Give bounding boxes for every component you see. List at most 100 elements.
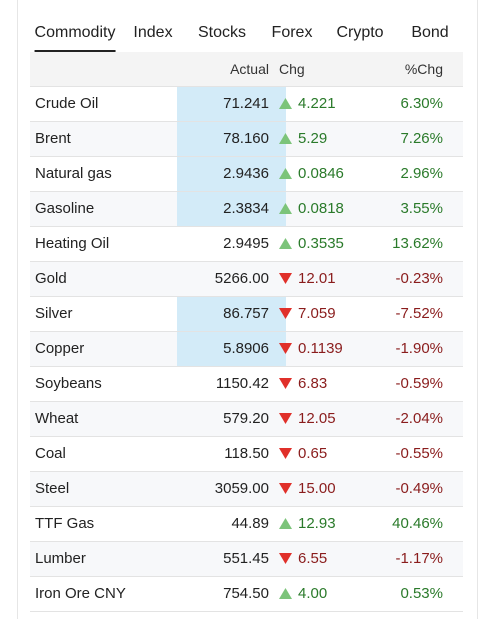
change-cell: 12.93	[274, 507, 336, 541]
change-cell: 0.65	[274, 437, 327, 471]
header-cell: Actual	[230, 61, 269, 77]
change-value: 5.29	[298, 130, 328, 147]
actual-value: 2.9495	[223, 235, 269, 252]
actual-value: 579.20	[223, 410, 269, 427]
commodity-name: Heating Oil	[35, 235, 110, 252]
percent-change: -1.17%	[395, 550, 443, 567]
panel-frame	[17, 0, 478, 619]
arrow-up	[279, 167, 292, 179]
change-value: 4.221	[298, 95, 336, 112]
percent-change: -0.23%	[395, 270, 443, 287]
percent-change: -0.49%	[395, 480, 443, 497]
percent-change: -1.90%	[395, 340, 443, 357]
tab-bar: Commodity Index Stocks Forex Crypto Bond	[0, 0, 483, 52]
table-row: Wheat 579.20 12.05 -2.04%	[30, 402, 463, 437]
commodity-name: Lumber	[35, 550, 86, 567]
arrow-down	[279, 342, 292, 354]
change-cell: 15.00	[274, 472, 336, 506]
change-value: 0.3535	[298, 235, 344, 252]
commodity-name: Copper	[35, 340, 85, 357]
arrow-up	[279, 517, 292, 529]
change-cell: 12.05	[274, 402, 336, 436]
table-row: Coal 118.50 0.65 -0.55%	[30, 437, 463, 472]
commodity-name: Natural gas	[35, 165, 112, 182]
table-row: Copper 5.8906 0.1139 -1.90%	[30, 332, 463, 367]
table-row: Lumber 551.45 6.55 -1.17%	[30, 542, 463, 577]
percent-change: -0.59%	[395, 375, 443, 392]
arrow-up	[279, 97, 292, 109]
commodity-table: Actual Chg %Chg Crude Oil 71.241 4.221 6.30…	[30, 52, 463, 612]
commodity-name: Coal	[35, 445, 66, 462]
percent-change: -0.55%	[395, 445, 443, 462]
change-value: 12.01	[298, 270, 336, 287]
tab[interactable]: Forex	[271, 24, 313, 41]
actual-value: 2.3834	[177, 192, 286, 226]
commodity-name: Silver	[35, 305, 73, 322]
actual-value: 44.89	[231, 515, 269, 532]
table-row: Iron Ore CNY 754.50 4.00 0.53%	[30, 577, 463, 612]
change-value: 12.93	[298, 515, 336, 532]
table-row: Heating Oil 2.9495 0.3535 13.62%	[30, 227, 463, 262]
arrow-down	[279, 447, 292, 459]
change-value: 6.83	[298, 375, 328, 392]
arrow-up	[279, 237, 292, 249]
change-cell: 0.0818	[274, 192, 344, 226]
percent-change: 3.55%	[400, 200, 443, 217]
actual-value: 5.8906	[177, 332, 286, 366]
commodity-name: Wheat	[35, 410, 79, 427]
percent-change: 2.96%	[400, 165, 443, 182]
actual-value: 1150.42	[215, 375, 269, 392]
change-cell: 0.3535	[274, 227, 344, 261]
arrow-up	[279, 132, 292, 144]
actual-value: 118.50	[224, 445, 269, 462]
tab[interactable]: Crypto	[336, 24, 384, 41]
percent-change: -7.52%	[395, 305, 443, 322]
change-value: 6.55	[298, 550, 328, 567]
table-header: Actual Chg %Chg	[30, 52, 463, 87]
commodity-name: Gold	[35, 270, 67, 287]
table-row: Gasoline 2.3834 0.0818 3.55%	[30, 192, 463, 227]
change-cell: 6.55	[274, 542, 327, 576]
table-row: Crude Oil 71.241 4.221 6.30%	[30, 87, 463, 122]
change-cell: 0.0846	[274, 157, 344, 191]
arrow-up	[279, 202, 292, 214]
change-value: 4.00	[298, 585, 328, 602]
commodity-name: Crude Oil	[35, 95, 99, 112]
actual-value: 78.160	[177, 122, 286, 156]
commodity-name: Steel	[35, 480, 70, 497]
change-value: 12.05	[298, 410, 336, 427]
commodity-name: Gasoline	[35, 200, 95, 217]
table-row: Gold 5266.00 12.01 -0.23%	[30, 262, 463, 297]
tab[interactable]: Index	[133, 24, 173, 41]
change-value: 0.0846	[298, 165, 344, 182]
table-row: Brent 78.160 5.29 7.26%	[30, 122, 463, 157]
header-cell: %Chg	[404, 61, 443, 77]
change-cell: 4.00	[274, 577, 327, 611]
actual-value: 2.9436	[177, 157, 286, 191]
actual-value: 551.45	[223, 550, 269, 567]
table-row: Soybeans 1150.42 6.83 -0.59%	[30, 367, 463, 402]
change-cell: 12.01	[274, 262, 336, 296]
header-cell: Chg	[279, 61, 305, 77]
actual-value: 754.50	[223, 585, 269, 602]
arrow-down	[279, 482, 292, 494]
commodity-name: Brent	[35, 130, 71, 147]
percent-change: 40.46%	[392, 515, 443, 532]
tab[interactable]: Stocks	[197, 24, 247, 41]
commodity-name: Iron Ore CNY	[35, 585, 126, 602]
arrow-down	[279, 272, 292, 284]
percent-change: -2.04%	[395, 410, 443, 427]
arrow-down	[279, 377, 292, 389]
change-cell: 0.1139	[274, 332, 343, 366]
commodity-name: TTF Gas	[35, 515, 95, 532]
arrow-up	[279, 587, 292, 599]
change-value: 0.65	[298, 445, 328, 462]
tab[interactable]: Commodity	[34, 24, 116, 52]
change-cell: 4.221	[274, 87, 336, 121]
commodity-name: Soybeans	[35, 375, 102, 392]
tab[interactable]: Bond	[411, 24, 449, 41]
change-cell: 5.29	[274, 122, 327, 156]
change-cell: 7.059	[274, 297, 336, 331]
change-value: 0.0818	[298, 200, 344, 217]
